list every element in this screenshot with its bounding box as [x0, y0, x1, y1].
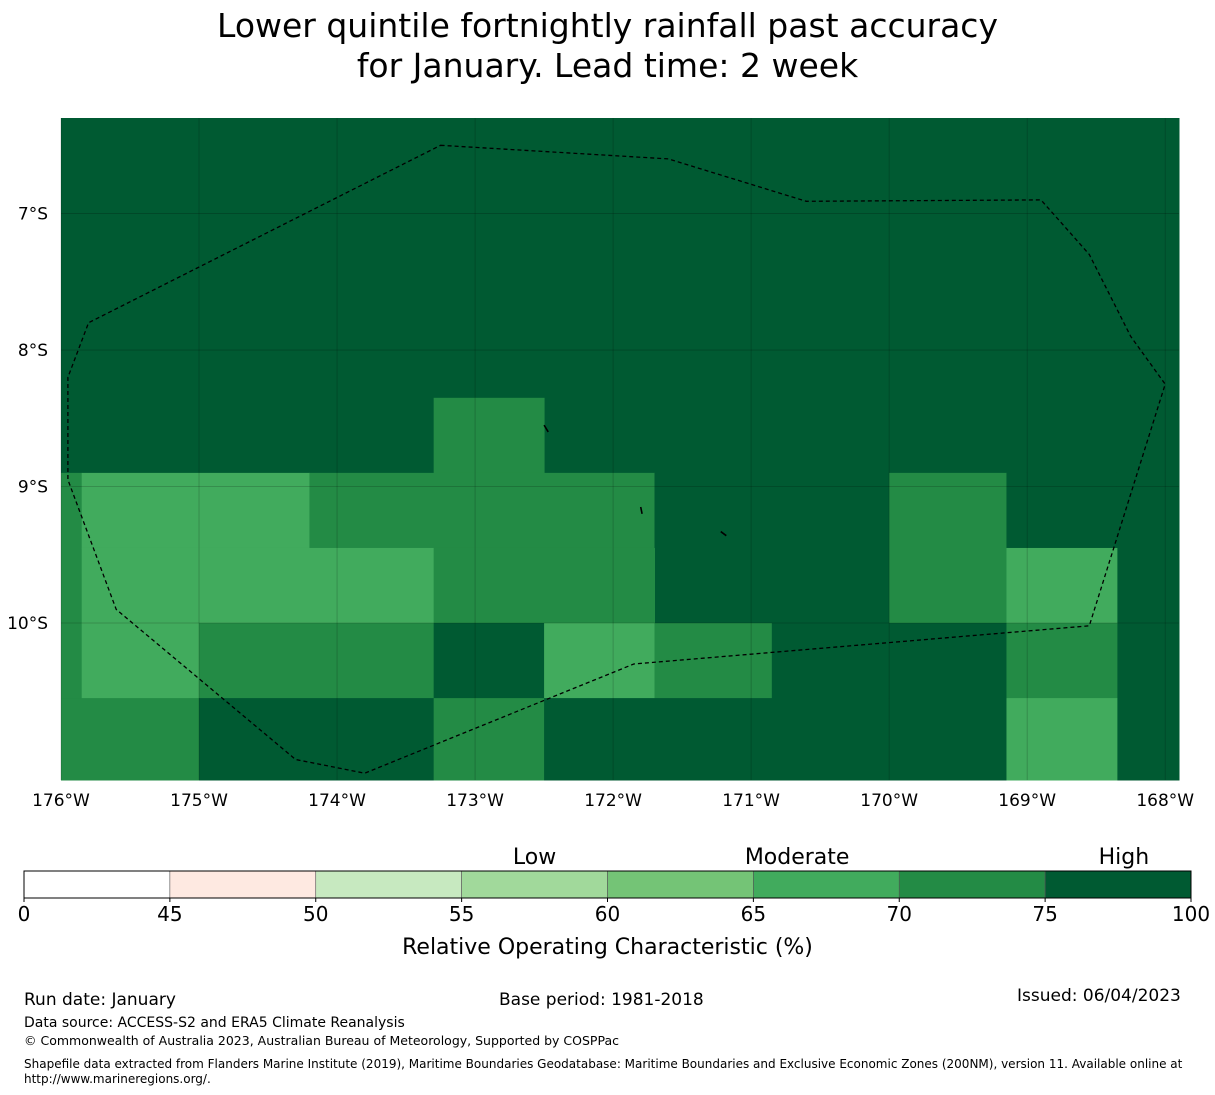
map-cell	[81, 472, 310, 549]
colorbar-tick-label: 50	[303, 902, 328, 926]
map-cell	[61, 118, 1180, 474]
map-cell	[199, 623, 435, 699]
map-cell	[199, 698, 435, 781]
x-tick-label: 175°W	[170, 791, 228, 811]
colorbar-axis-label: Relative Operating Characteristic (%)	[402, 935, 813, 960]
colorbar-swatch	[461, 870, 608, 899]
map-cell	[433, 623, 545, 699]
map-cell	[544, 623, 656, 699]
colorbar-swatch	[607, 870, 754, 899]
island-mark	[543, 424, 549, 433]
title-line-1: Lower quintile fortnightly rainfall past…	[217, 6, 998, 45]
map-cell	[433, 397, 545, 474]
colorbar-tick-label: 75	[1032, 902, 1057, 926]
x-tick-label: 172°W	[584, 791, 642, 811]
data-source: Data source: ACCESS-S2 and ERA5 Climate …	[24, 1015, 405, 1031]
x-tick-label: 176°W	[32, 791, 90, 811]
map-cell	[654, 623, 773, 699]
map-cell	[1006, 623, 1118, 699]
map-cells	[61, 118, 1180, 781]
colorbar-swatch	[898, 870, 1046, 899]
colorbar-tick-label: 60	[595, 902, 620, 926]
chart-title: Lower quintile fortnightly rainfall past…	[0, 6, 1215, 86]
x-tick-label: 174°W	[308, 791, 366, 811]
map-cell	[433, 547, 656, 624]
y-tick-label: 7°S	[18, 205, 48, 225]
map-cell	[81, 623, 200, 699]
map-cell	[61, 698, 200, 781]
colorbar-swatch	[753, 870, 900, 899]
map-cell	[1006, 698, 1118, 781]
eez-dashed-line	[67, 144, 1166, 774]
map-gridlines	[60, 118, 1179, 780]
island-mark	[720, 530, 727, 537]
colorbar-category-label: Moderate	[745, 845, 850, 870]
map-cell	[433, 698, 545, 781]
y-tick-label: 9°S	[18, 478, 48, 498]
run-date: Run date: January	[24, 990, 176, 1010]
x-tick-label: 173°W	[446, 791, 504, 811]
colorbar-tick-label: 65	[741, 902, 766, 926]
map-cell	[309, 472, 656, 549]
colorbar-swatch	[1044, 870, 1192, 899]
eez-boundary	[67, 144, 1166, 774]
colorbar-tick-label: 100	[1172, 902, 1210, 926]
map-axes: 176°W 175°W 174°W 173°W 172°W 171°W 170°W 169°W…	[7, 205, 1194, 811]
colorbar-tick-label: 0	[18, 902, 31, 926]
colorbar: 0 45 50 55 60 65 70 75 100 Low Moderate High Relativ…	[18, 845, 1210, 960]
map-cell	[889, 472, 1007, 624]
colorbar-category-label: Low	[513, 845, 556, 870]
title-line-2: for January. Lead time: 2 week	[356, 46, 859, 85]
map-cell	[81, 547, 435, 624]
x-tick-label: 170°W	[860, 791, 918, 811]
colorbar-swatch	[23, 870, 171, 899]
island-mark	[639, 506, 643, 514]
shapefile-credit: Shapefile data extracted from Flanders M…	[24, 1057, 1183, 1086]
x-tick-label: 171°W	[722, 791, 780, 811]
colorbar-swatch	[169, 870, 317, 899]
colorbar-tick-label: 55	[449, 902, 474, 926]
map-cell	[544, 698, 1007, 781]
colorbar-tick-label: 70	[887, 902, 912, 926]
map-cell	[1116, 472, 1180, 781]
map-cell	[1006, 472, 1118, 549]
colorbar-category-label: High	[1099, 845, 1150, 870]
colorbar-swatch	[315, 870, 462, 899]
issued-date: Issued: 06/04/2023	[1017, 986, 1181, 1006]
map-cell	[61, 472, 83, 699]
map-cell	[1006, 547, 1118, 624]
x-tick-label: 168°W	[1136, 791, 1194, 811]
x-tick-label: 169°W	[998, 791, 1056, 811]
base-period: Base period: 1981-2018	[499, 990, 704, 1010]
y-tick-label: 10°S	[7, 614, 48, 634]
map-cell	[654, 472, 890, 624]
colorbar-tick-label: 45	[157, 902, 182, 926]
y-tick-label: 8°S	[18, 341, 48, 361]
copyright-notice: © Commonwealth of Australia 2023, Austra…	[24, 1033, 619, 1048]
